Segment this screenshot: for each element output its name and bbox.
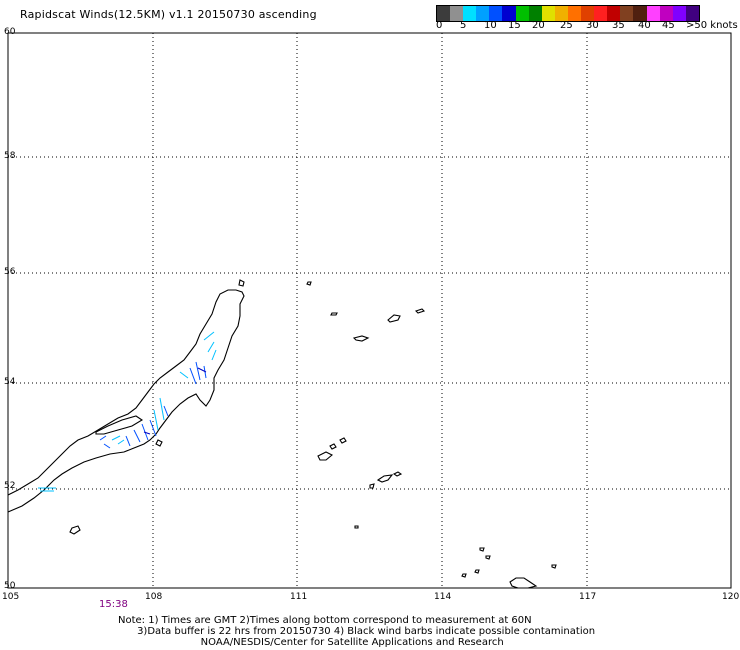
lake-tip	[238, 279, 245, 287]
colorbar-swatch	[594, 6, 608, 21]
colorbar-swatch	[450, 6, 464, 21]
lat-label: 54	[4, 377, 16, 387]
footnote-line: 3)Data buffer is 22 hrs from 20150730 4)…	[118, 626, 596, 637]
lat-label: 50	[4, 581, 16, 591]
colorbar-swatch	[437, 6, 451, 21]
lon-label: 108	[145, 592, 163, 602]
footnote-line: Note: 1) Times are GMT 2)Times along bot…	[118, 615, 532, 626]
colorbar-label: 35	[612, 20, 625, 31]
footnote-line: NOAA/NESDIS/Center for Satellite Applica…	[118, 637, 504, 648]
colorbar-label: 15	[508, 20, 521, 31]
colorbar-swatch	[541, 6, 555, 21]
coastlines	[7, 279, 557, 589]
colorbar-swatch	[528, 6, 542, 21]
colorbar-swatch	[476, 6, 490, 21]
lon-label: 111	[290, 592, 308, 602]
colorbar-swatch	[554, 6, 568, 21]
wind-speed-colorbar	[436, 5, 700, 22]
colorbar-swatch	[463, 6, 477, 21]
colorbar-label: 40	[638, 20, 651, 31]
colorbar-swatch	[607, 6, 621, 21]
lat-label: 52	[4, 481, 16, 491]
colorbar-swatch	[685, 6, 699, 21]
colorbar-labels: 0 5 10 15 20 25 30 35 40 45 >50 knots	[430, 20, 740, 32]
colorbar-label: 25	[560, 20, 573, 31]
footnote: Note: 1) Times are GMT 2)Times along bot…	[118, 615, 595, 648]
colorbar-label: 30	[586, 20, 599, 31]
lat-label: 58	[4, 151, 16, 161]
lat-label: 60	[4, 27, 16, 37]
colorbar-swatch	[502, 6, 516, 21]
olkhon-island	[95, 415, 144, 435]
colorbar-swatch	[672, 6, 686, 21]
colorbar-swatch	[646, 6, 660, 21]
colorbar-label: 20	[532, 20, 545, 31]
colorbar-swatch	[659, 6, 673, 21]
colorbar-swatch	[620, 6, 634, 21]
colorbar-label: >50 knots	[686, 20, 738, 31]
lat-label: 56	[4, 267, 16, 277]
colorbar-swatch	[515, 6, 529, 21]
lon-label: 117	[579, 592, 597, 602]
colorbar-swatch	[633, 6, 647, 21]
lon-label: 114	[434, 592, 452, 602]
lon-label: 105	[2, 592, 20, 602]
colorbar-label: 10	[484, 20, 497, 31]
colorbar-swatch	[581, 6, 595, 21]
colorbar-label: 45	[662, 20, 675, 31]
lon-label: 120	[722, 592, 740, 602]
colorbar-label: 5	[460, 20, 467, 31]
pass-time-label: 15:38	[99, 599, 128, 610]
map-title: Rapidscat Winds(12.5KM) v1.1 20150730 as…	[20, 8, 317, 21]
colorbar-swatch	[489, 6, 503, 21]
lake-baikal-outline	[7, 289, 245, 513]
graticule	[8, 33, 731, 588]
wind-barbs	[38, 331, 217, 492]
map-frame	[7, 32, 732, 589]
colorbar-label: 0	[436, 20, 443, 31]
colorbar-swatch	[567, 6, 582, 21]
